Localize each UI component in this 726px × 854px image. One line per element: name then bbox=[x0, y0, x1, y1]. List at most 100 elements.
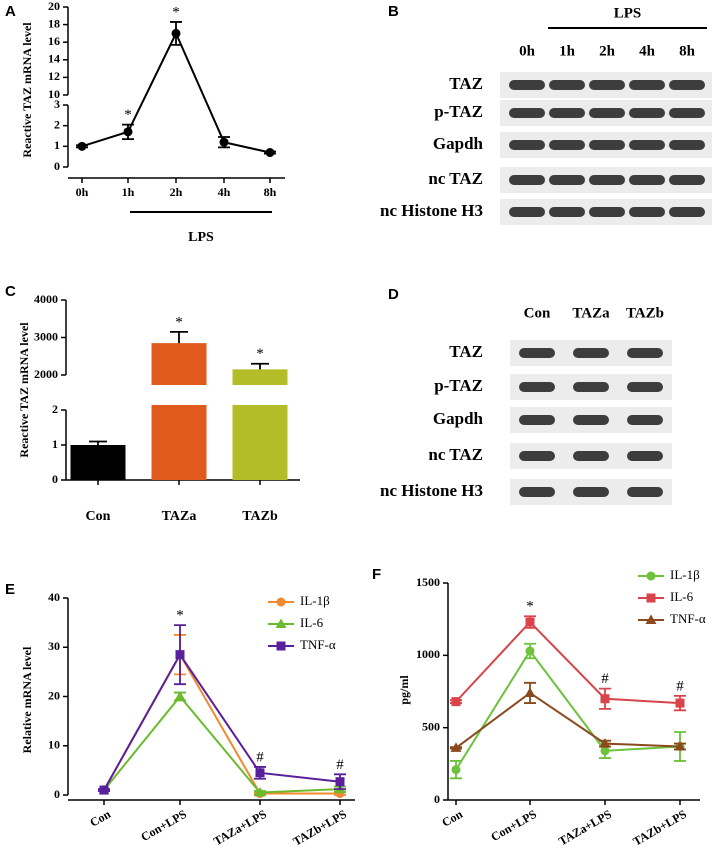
x-tick-label: TAZa+LPS bbox=[556, 807, 614, 849]
annotation: * bbox=[256, 346, 264, 362]
x-tick-label: Con bbox=[439, 807, 465, 830]
annotation: * bbox=[124, 107, 132, 123]
y-tick-label: 10 bbox=[48, 87, 60, 101]
group-label: LPS bbox=[614, 5, 642, 21]
marker bbox=[525, 646, 535, 656]
band bbox=[627, 451, 663, 461]
y-tick-label: 20 bbox=[48, 0, 60, 13]
series-line bbox=[455, 620, 681, 705]
y-tick-label: 1500 bbox=[416, 575, 440, 589]
band bbox=[627, 348, 663, 358]
band bbox=[509, 207, 545, 217]
y-tick-label: 18 bbox=[48, 16, 60, 30]
panel-letter: E bbox=[5, 581, 15, 598]
row-label: Gapdh bbox=[433, 134, 484, 153]
x-tick-label: 1h bbox=[122, 185, 135, 199]
x-tick-label: Con+LPS bbox=[138, 807, 189, 844]
x-tick-label: Con+LPS bbox=[488, 807, 539, 844]
marker bbox=[254, 787, 266, 797]
y-tick-label: 2 bbox=[54, 117, 60, 131]
annotation: # bbox=[256, 749, 264, 765]
marker bbox=[524, 687, 536, 697]
band bbox=[589, 140, 625, 150]
row-label: nc Histone H3 bbox=[380, 481, 483, 500]
marker bbox=[525, 617, 535, 627]
marker bbox=[335, 777, 345, 787]
annotation: * bbox=[176, 608, 184, 624]
band bbox=[549, 80, 585, 90]
series-line bbox=[103, 652, 341, 791]
marker bbox=[174, 691, 186, 701]
y-tick-label: 0 bbox=[54, 787, 60, 801]
row-label: nc TAZ bbox=[428, 445, 483, 464]
marker bbox=[77, 141, 87, 151]
row-label: p-TAZ bbox=[434, 102, 483, 121]
annotation: # bbox=[336, 757, 344, 773]
axis-break bbox=[68, 385, 302, 405]
legend-label: IL-1β bbox=[300, 593, 330, 608]
marker bbox=[451, 697, 461, 707]
annotation: * bbox=[172, 4, 180, 20]
lane-label: 1h bbox=[559, 43, 576, 59]
y-tick-label: 0 bbox=[52, 472, 58, 486]
marker bbox=[175, 650, 185, 660]
y-tick-label: 20 bbox=[48, 688, 60, 702]
y-tick-label: 4000 bbox=[34, 292, 58, 306]
group-label: LPS bbox=[188, 230, 214, 245]
legend-label: IL-6 bbox=[670, 589, 694, 604]
lane-label: 0h bbox=[519, 43, 536, 59]
legend-label: IL-6 bbox=[300, 615, 324, 630]
marker bbox=[600, 694, 610, 704]
marker bbox=[265, 148, 275, 158]
panel-letter: D bbox=[388, 286, 399, 303]
y-axis-label: Relative mRNA level bbox=[20, 646, 34, 753]
marker bbox=[99, 785, 109, 795]
band bbox=[519, 382, 555, 392]
panel-letter: C bbox=[5, 283, 16, 300]
series-line bbox=[103, 694, 341, 794]
marker bbox=[599, 738, 611, 748]
row-label: p-TAZ bbox=[434, 376, 483, 395]
band bbox=[629, 175, 665, 185]
x-tick-label: TAZa bbox=[162, 509, 197, 524]
marker bbox=[276, 641, 286, 651]
band bbox=[669, 140, 705, 150]
x-tick-label: 4h bbox=[218, 185, 231, 199]
band bbox=[549, 108, 585, 118]
y-tick-label: 2000 bbox=[34, 367, 58, 381]
row-label: Gapdh bbox=[433, 409, 484, 428]
legend-label: TNF-α bbox=[670, 611, 706, 626]
marker bbox=[276, 597, 286, 607]
band bbox=[509, 140, 545, 150]
y-tick-label: 0 bbox=[54, 159, 60, 173]
band bbox=[573, 415, 609, 425]
lane-label: 2h bbox=[599, 43, 616, 59]
x-tick-label: TAZb bbox=[242, 509, 278, 524]
panel-letter: A bbox=[5, 3, 16, 20]
band bbox=[627, 487, 663, 497]
annotation: # bbox=[676, 678, 684, 694]
band bbox=[629, 140, 665, 150]
x-tick-label: 0h bbox=[76, 185, 89, 199]
y-tick-label: 1 bbox=[54, 138, 60, 152]
y-tick-label: 3 bbox=[54, 97, 60, 111]
bar bbox=[70, 445, 126, 480]
band bbox=[589, 108, 625, 118]
annotation: * bbox=[175, 314, 183, 330]
band bbox=[519, 348, 555, 358]
series-line bbox=[81, 31, 271, 154]
band bbox=[519, 415, 555, 425]
band bbox=[509, 80, 545, 90]
y-tick-label: 2 bbox=[52, 402, 58, 416]
band bbox=[573, 451, 609, 461]
lane-label: Con bbox=[524, 305, 551, 321]
x-tick-label: 2h bbox=[170, 185, 183, 199]
y-tick-label: 16 bbox=[48, 34, 60, 48]
marker bbox=[171, 28, 181, 38]
annotation: * bbox=[526, 599, 534, 615]
band bbox=[549, 175, 585, 185]
band bbox=[519, 487, 555, 497]
lane-label: 8h bbox=[679, 43, 696, 59]
x-tick-label: Con bbox=[87, 807, 113, 830]
band bbox=[589, 80, 625, 90]
